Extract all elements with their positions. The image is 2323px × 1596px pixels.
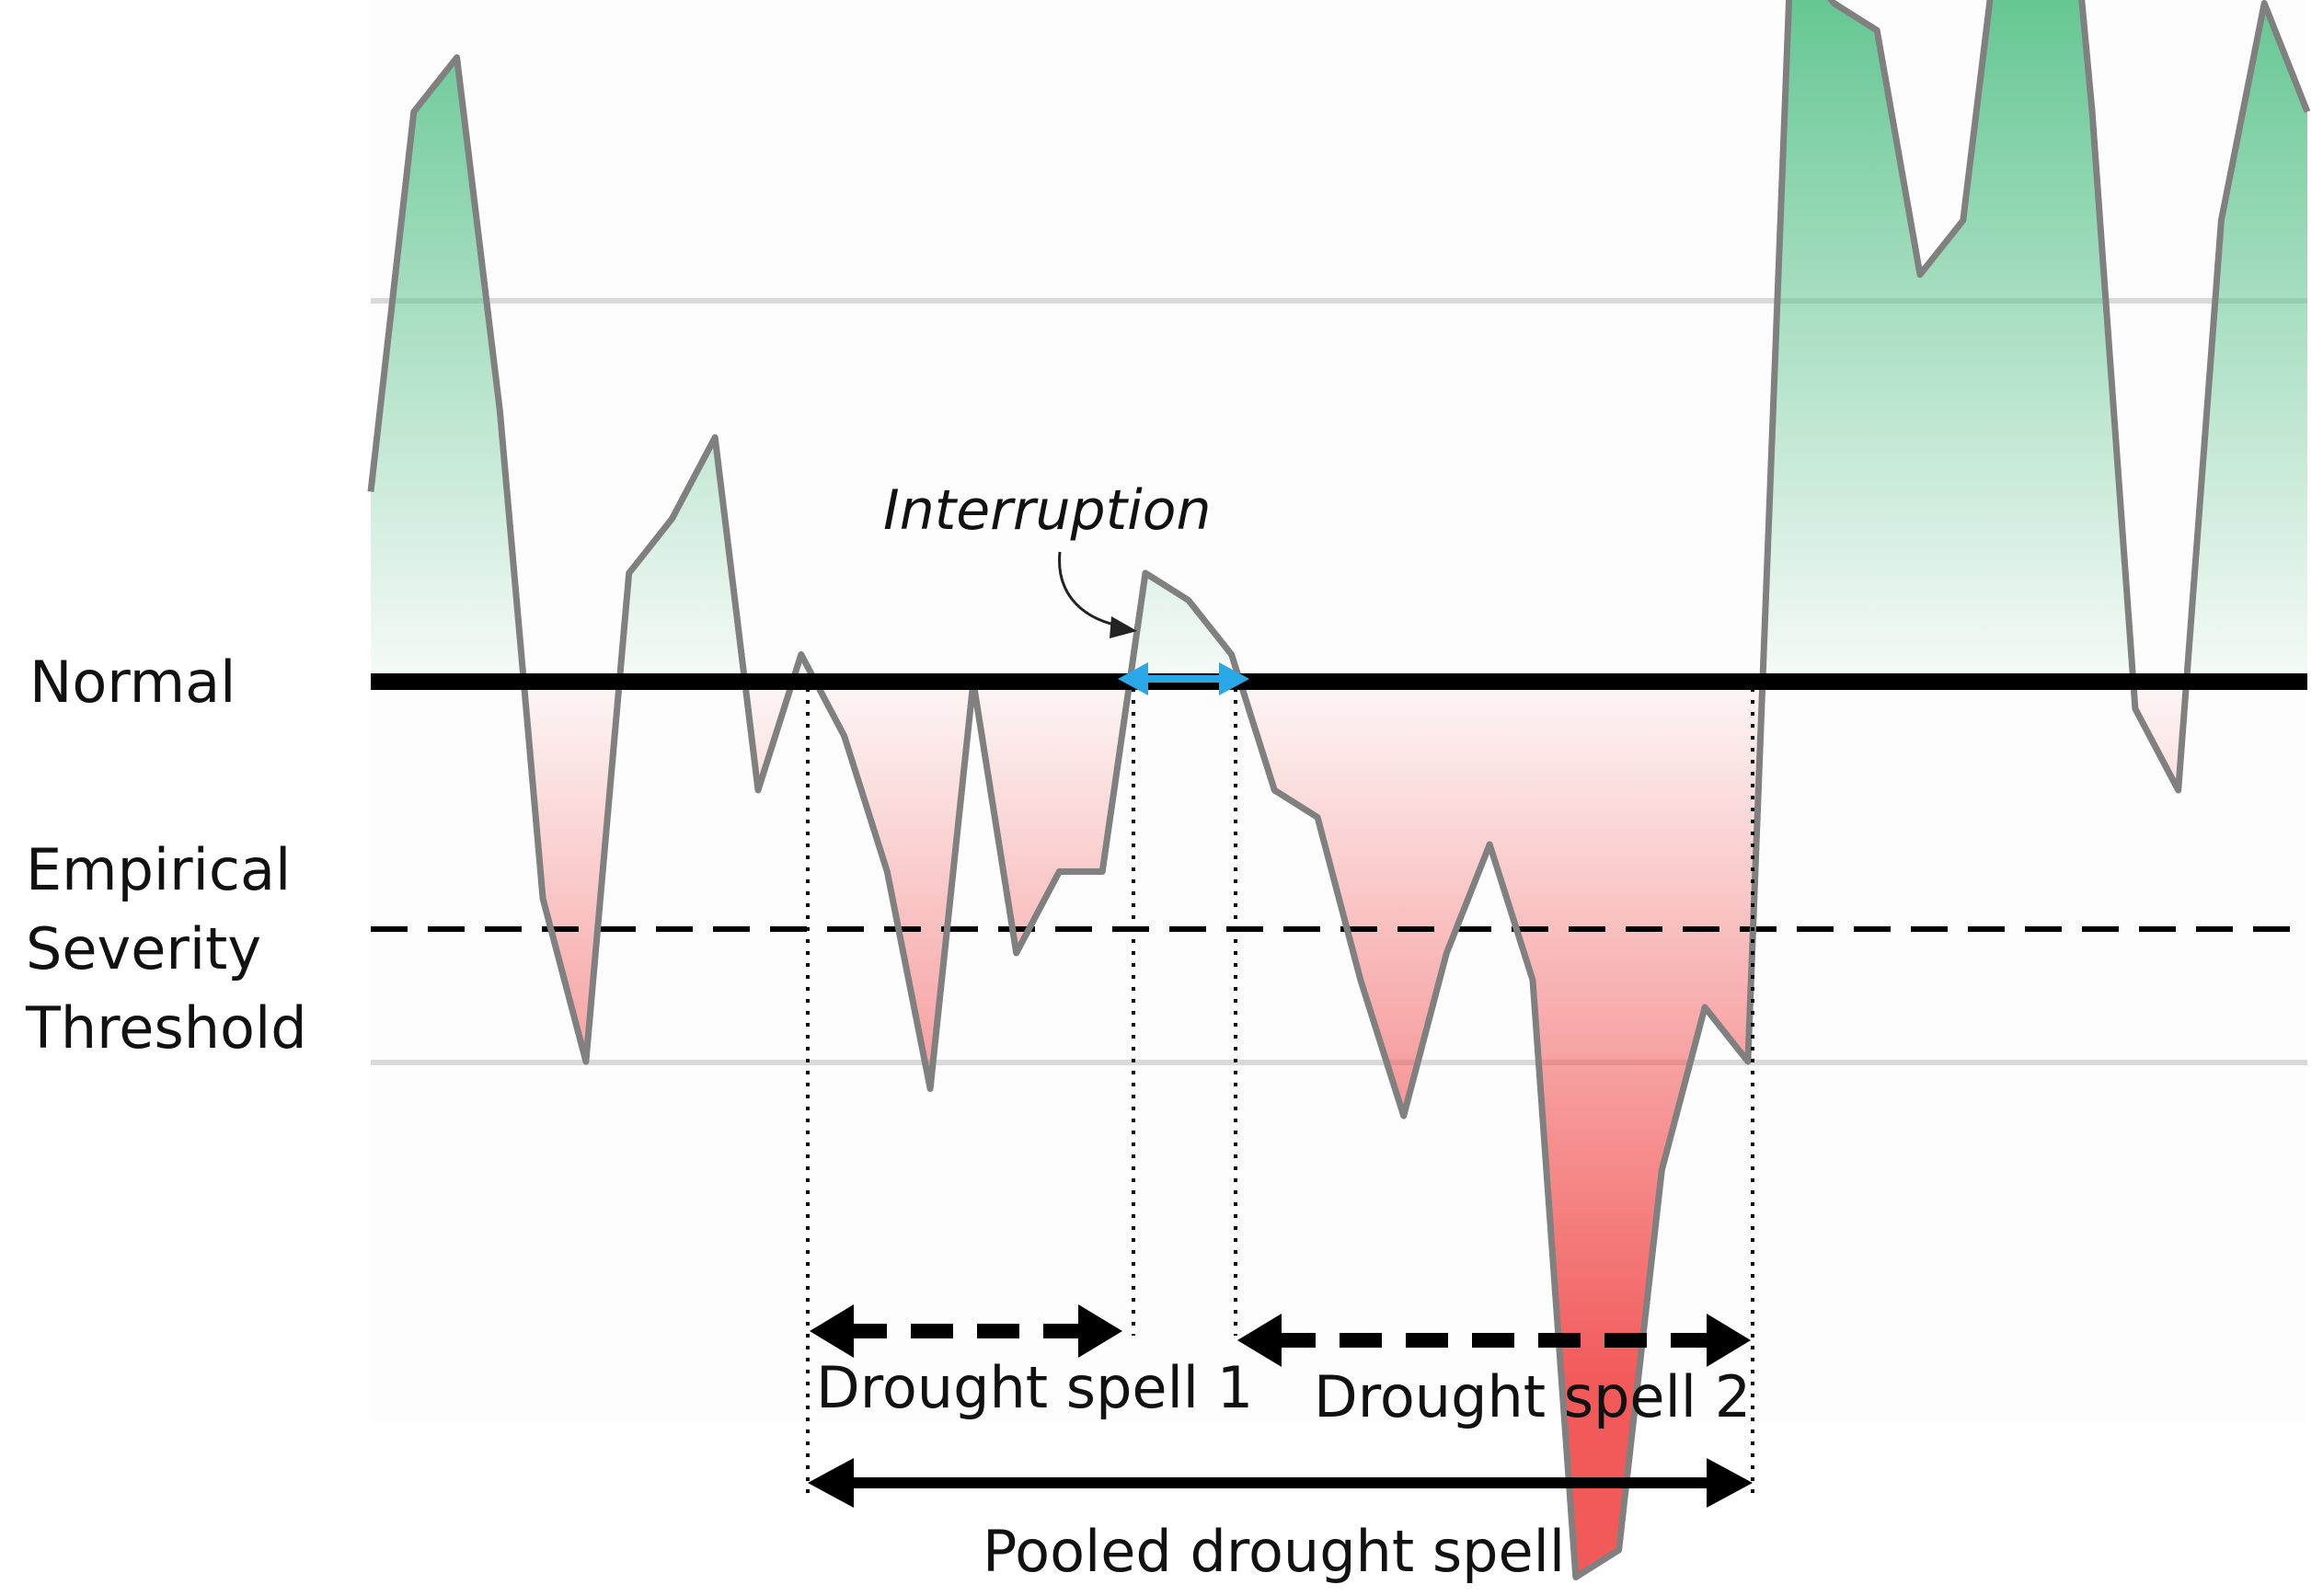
- threshold-label-line2: Severity: [26, 915, 261, 982]
- wet-anomaly-area: [371, 0, 2307, 682]
- anomaly-series-line: [367, 0, 2311, 1580]
- pooled-label: Pooled drought spell: [983, 1518, 1565, 1585]
- interruption-pointer-head: [1110, 616, 1137, 638]
- spell2-arrow: [1237, 1314, 1751, 1367]
- pooled-arrow: [808, 1458, 1753, 1508]
- threshold-label-line3: Threshold: [25, 994, 307, 1062]
- threshold-label-line1: Empirical: [26, 836, 291, 903]
- spell1-label: Drought spell 1: [816, 1354, 1253, 1421]
- spell1-arrow: [810, 1304, 1122, 1358]
- normal-label: Normal: [29, 649, 236, 716]
- interruption-arrow: [1118, 662, 1249, 695]
- spell2-label: Drought spell 2: [1314, 1363, 1751, 1430]
- dry-anomaly-area: [371, 682, 2307, 1578]
- interruption-pointer: [1058, 551, 1119, 627]
- interruption-label: Interruption: [883, 478, 1212, 543]
